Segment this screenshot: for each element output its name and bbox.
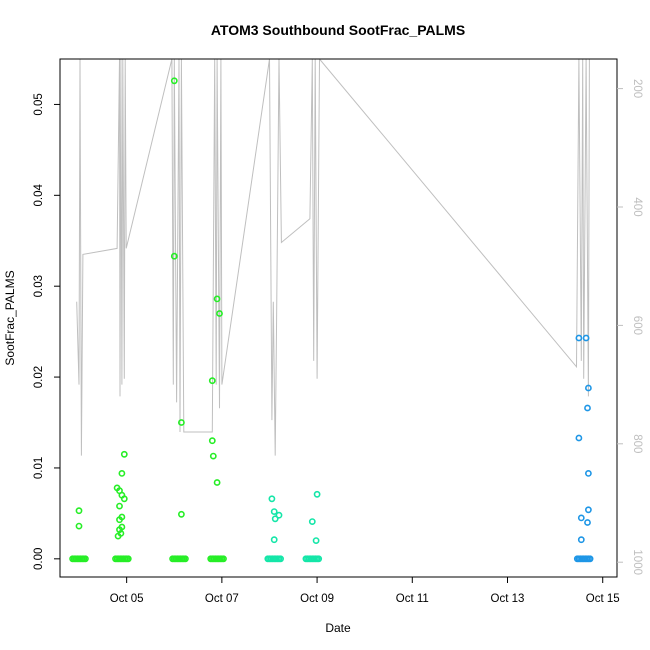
data-point <box>577 514 585 522</box>
data-point <box>585 506 592 514</box>
plot-frame <box>59 58 618 578</box>
data-point <box>584 519 591 526</box>
data-point <box>116 502 123 510</box>
data-point <box>575 334 583 342</box>
data-point <box>586 555 594 563</box>
data-point <box>308 518 316 525</box>
x-tick-label: Oct 07 <box>205 593 239 605</box>
data-points <box>69 77 594 563</box>
data-point <box>584 404 591 412</box>
data-point <box>208 377 216 385</box>
x-tick-label: Oct 13 <box>491 593 525 605</box>
chart-title: ATOM3 Southbound SootFrac_PALMS <box>211 22 465 38</box>
data-point <box>582 334 590 342</box>
x-tick-label: Oct 15 <box>586 593 620 605</box>
data-point <box>585 384 592 392</box>
data-point <box>116 526 123 534</box>
y-axis: 0.00 0.01 0.02 0.03 0.04 0.05 <box>33 93 60 570</box>
right-tick-label: 800 <box>631 434 643 453</box>
data-point <box>268 495 276 503</box>
data-point <box>124 555 132 563</box>
right-tick-label: 1000 <box>631 549 643 575</box>
x-axis-label: Date <box>325 621 351 635</box>
y-tick-label: 0.01 <box>33 457 45 479</box>
data-point <box>114 532 122 540</box>
x-tick-label: Oct 05 <box>110 593 144 605</box>
data-point <box>270 508 278 515</box>
y-tick-label: 0.03 <box>33 275 45 297</box>
data-point <box>75 522 83 530</box>
y-axis-label: SootFrac_PALMS <box>3 270 17 365</box>
x-tick-label: Oct 11 <box>396 593 429 605</box>
y-tick-label: 0.02 <box>33 366 45 388</box>
data-point <box>315 555 323 563</box>
y-tick-label: 0.05 <box>33 93 45 115</box>
data-point <box>220 555 227 563</box>
data-point <box>75 507 83 515</box>
data-point <box>577 536 585 544</box>
y-tick-label: 0.04 <box>33 184 45 207</box>
altitude-profile <box>76 59 590 456</box>
data-point <box>118 469 126 477</box>
data-point <box>209 452 217 460</box>
x-axis: Oct 05 Oct 07 Oct 09 Oct 11 Oct 13 Oct 15 <box>110 577 620 605</box>
data-point <box>82 555 89 563</box>
data-point <box>277 555 284 563</box>
data-point <box>177 419 185 426</box>
right-axis: 200 400 600 800 1000 <box>617 79 643 575</box>
data-point <box>170 252 178 260</box>
data-point <box>208 437 216 445</box>
data-point <box>312 537 320 544</box>
right-tick-label: 200 <box>631 79 643 98</box>
data-point <box>575 434 583 442</box>
data-point <box>213 295 221 303</box>
data-point <box>216 310 223 317</box>
data-point <box>313 490 321 498</box>
data-point <box>275 511 283 519</box>
data-point <box>116 516 123 524</box>
data-point <box>271 515 279 523</box>
x-tick-label: Oct 09 <box>300 593 334 605</box>
y-tick-label: 0.00 <box>33 548 45 570</box>
data-point <box>213 479 221 486</box>
profile-line <box>76 59 590 456</box>
data-point <box>120 495 128 503</box>
right-tick-label: 400 <box>631 197 643 216</box>
data-point <box>170 77 178 85</box>
right-tick-label: 600 <box>631 316 643 335</box>
data-point <box>270 536 278 544</box>
data-point <box>585 469 592 477</box>
data-point <box>120 450 128 458</box>
data-point <box>177 510 185 518</box>
data-point <box>181 555 189 563</box>
